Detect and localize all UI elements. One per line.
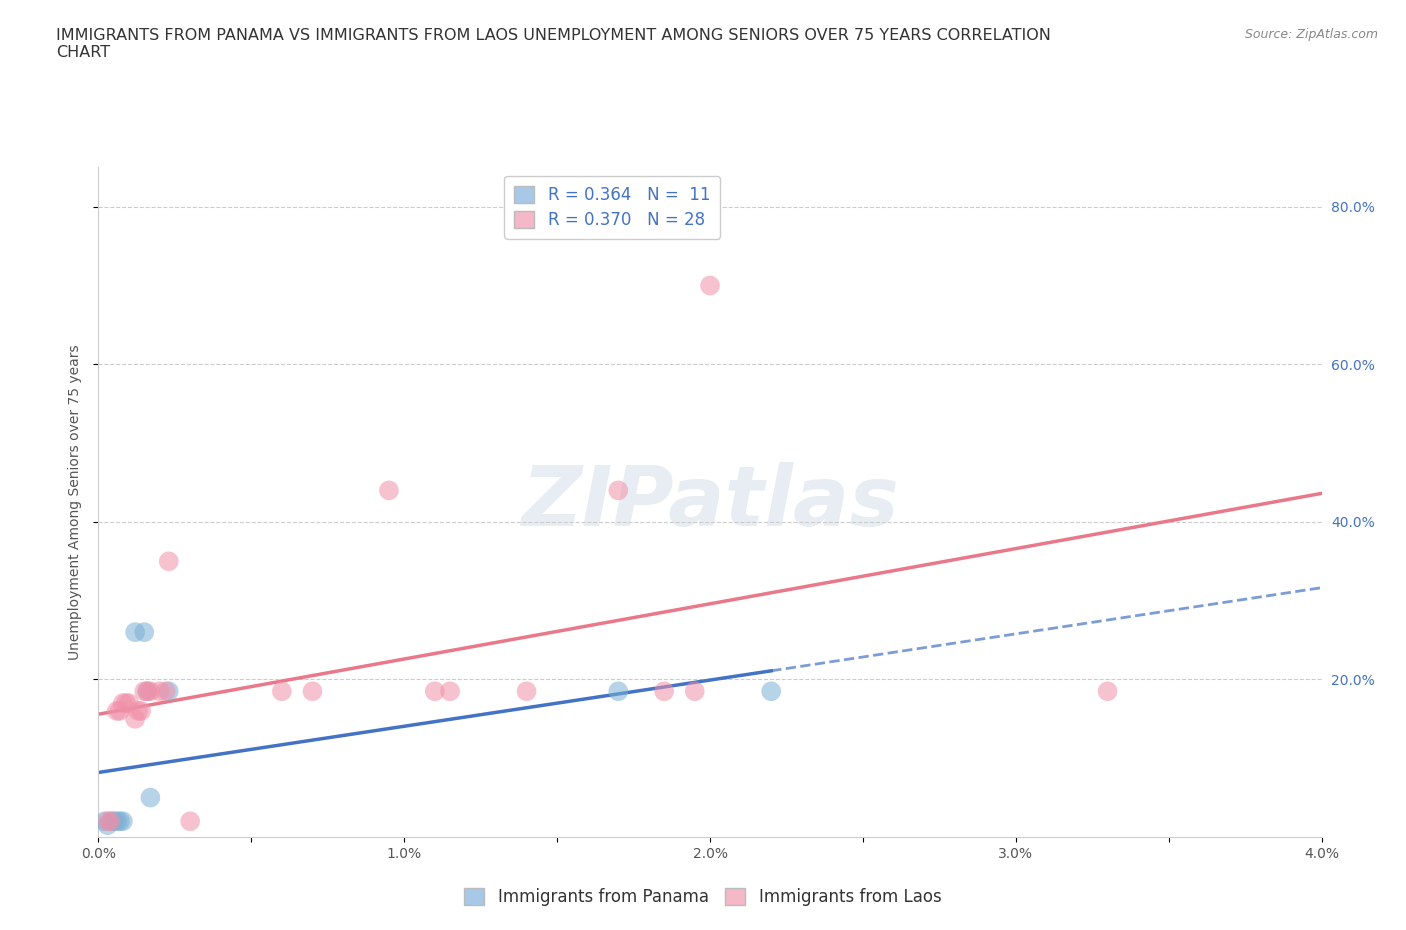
Point bbox=[111, 696, 134, 711]
Point bbox=[179, 814, 201, 829]
Point bbox=[103, 814, 125, 829]
Point bbox=[516, 684, 538, 698]
Point bbox=[136, 684, 159, 698]
Point bbox=[759, 684, 782, 698]
Point bbox=[118, 696, 141, 711]
Point bbox=[139, 790, 162, 805]
Point bbox=[136, 684, 159, 698]
Legend: Immigrants from Panama, Immigrants from Laos: Immigrants from Panama, Immigrants from … bbox=[458, 881, 948, 912]
Point bbox=[155, 684, 177, 698]
Point bbox=[124, 711, 146, 726]
Point bbox=[129, 703, 152, 718]
Point bbox=[124, 625, 146, 640]
Point bbox=[423, 684, 446, 698]
Point bbox=[111, 814, 134, 829]
Point bbox=[97, 817, 120, 832]
Point bbox=[699, 278, 721, 293]
Point bbox=[127, 703, 149, 718]
Point bbox=[134, 625, 156, 640]
Point bbox=[108, 814, 131, 829]
Point bbox=[270, 684, 294, 698]
Point bbox=[97, 814, 120, 829]
Point bbox=[683, 684, 706, 698]
Point bbox=[100, 814, 122, 829]
Point bbox=[1097, 684, 1119, 698]
Point bbox=[108, 703, 131, 718]
Point bbox=[652, 684, 675, 698]
Text: ZIPatlas: ZIPatlas bbox=[522, 461, 898, 543]
Text: IMMIGRANTS FROM PANAMA VS IMMIGRANTS FROM LAOS UNEMPLOYMENT AMONG SENIORS OVER 7: IMMIGRANTS FROM PANAMA VS IMMIGRANTS FRO… bbox=[56, 28, 1052, 60]
Point bbox=[378, 483, 401, 498]
Point bbox=[439, 684, 461, 698]
Point bbox=[93, 814, 115, 829]
Point bbox=[607, 483, 630, 498]
Point bbox=[100, 814, 122, 829]
Point bbox=[157, 554, 180, 569]
Point bbox=[105, 814, 128, 829]
Point bbox=[149, 684, 172, 698]
Point bbox=[115, 696, 138, 711]
Point bbox=[105, 703, 128, 718]
Point bbox=[607, 684, 630, 698]
Point bbox=[157, 684, 180, 698]
Point bbox=[301, 684, 323, 698]
Point bbox=[139, 684, 162, 698]
Point bbox=[134, 684, 156, 698]
Legend: R = 0.364   N =  11, R = 0.370   N = 28: R = 0.364 N = 11, R = 0.370 N = 28 bbox=[505, 176, 720, 239]
Text: Source: ZipAtlas.com: Source: ZipAtlas.com bbox=[1244, 28, 1378, 41]
Y-axis label: Unemployment Among Seniors over 75 years: Unemployment Among Seniors over 75 years bbox=[67, 344, 82, 660]
